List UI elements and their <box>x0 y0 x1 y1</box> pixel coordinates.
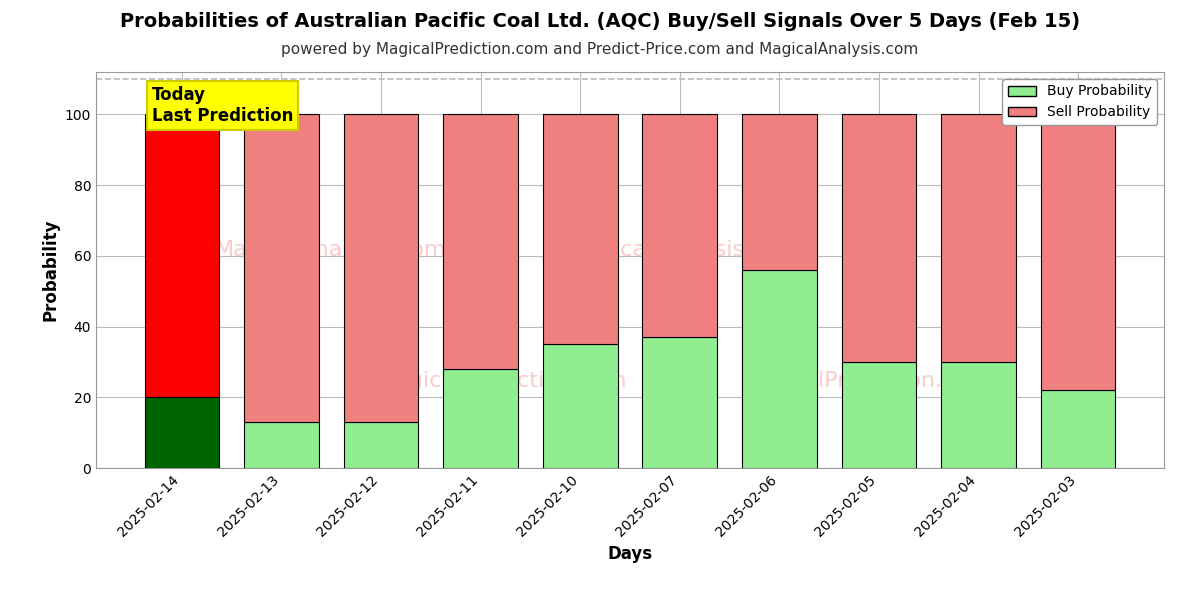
Bar <box>642 337 718 468</box>
Bar <box>941 115 1016 362</box>
Bar <box>841 362 917 468</box>
Bar <box>343 422 419 468</box>
Bar <box>244 115 319 422</box>
X-axis label: Days: Days <box>607 545 653 563</box>
Bar <box>144 397 220 468</box>
Y-axis label: Probability: Probability <box>41 219 59 321</box>
Bar <box>1040 115 1116 390</box>
Bar <box>144 115 220 397</box>
Bar <box>1040 390 1116 468</box>
Text: powered by MagicalPrediction.com and Predict-Price.com and MagicalAnalysis.com: powered by MagicalPrediction.com and Pre… <box>281 42 919 57</box>
Bar <box>343 115 419 422</box>
Text: MagicalAnalysis.com: MagicalAnalysis.com <box>215 240 446 260</box>
Bar <box>742 270 817 468</box>
Text: MagicalPrediction.com: MagicalPrediction.com <box>739 371 990 391</box>
Bar <box>841 115 917 362</box>
Bar <box>542 344 618 468</box>
Text: MagicalAnalysis.com: MagicalAnalysis.com <box>568 240 799 260</box>
Text: Probabilities of Australian Pacific Coal Ltd. (AQC) Buy/Sell Signals Over 5 Days: Probabilities of Australian Pacific Coal… <box>120 12 1080 31</box>
Bar <box>244 422 319 468</box>
Bar <box>443 369 518 468</box>
Text: MagicalPrediction.com: MagicalPrediction.com <box>377 371 628 391</box>
Bar <box>642 115 718 337</box>
Bar <box>941 362 1016 468</box>
Legend: Buy Probability, Sell Probability: Buy Probability, Sell Probability <box>1002 79 1157 125</box>
Bar <box>443 115 518 369</box>
Bar <box>542 115 618 344</box>
Text: Today
Last Prediction: Today Last Prediction <box>152 86 293 125</box>
Bar <box>742 115 817 270</box>
